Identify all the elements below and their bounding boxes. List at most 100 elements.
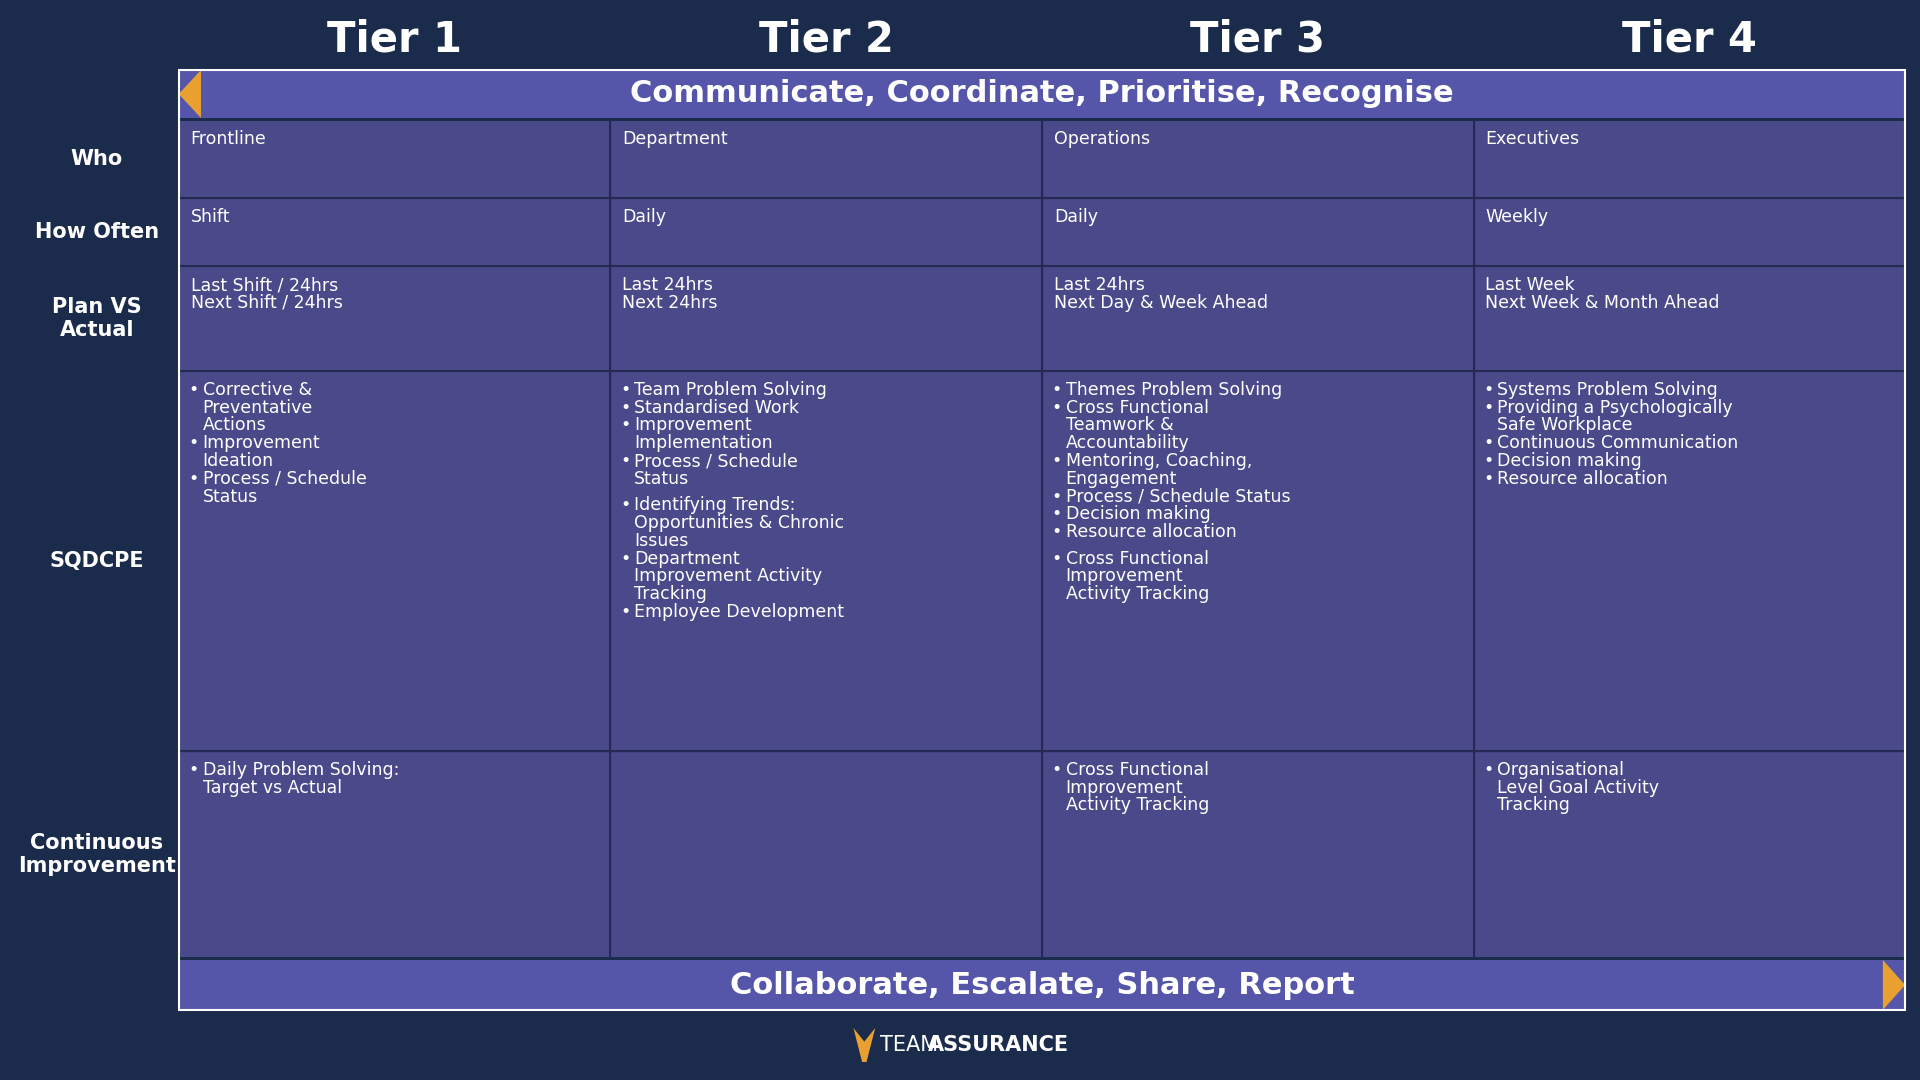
Text: •: • — [620, 381, 630, 399]
Bar — [1043, 752, 1473, 957]
Text: •: • — [1484, 470, 1494, 488]
Bar — [1475, 267, 1905, 370]
Text: •: • — [1052, 550, 1062, 567]
Text: Engagement: Engagement — [1066, 470, 1177, 488]
Text: Improvement Activity: Improvement Activity — [634, 567, 822, 585]
Polygon shape — [179, 70, 202, 118]
Text: Who: Who — [71, 149, 123, 168]
Text: •: • — [620, 417, 630, 434]
Bar — [1043, 121, 1473, 197]
Text: •: • — [1052, 761, 1062, 779]
Text: SQDCPE: SQDCPE — [50, 551, 144, 571]
Text: •: • — [620, 603, 630, 621]
Text: Improvement: Improvement — [1066, 779, 1183, 797]
Text: ASSURANCE: ASSURANCE — [927, 1035, 1069, 1055]
Bar — [180, 372, 609, 750]
Bar — [1043, 372, 1473, 750]
Text: Safe Workplace: Safe Workplace — [1498, 417, 1632, 434]
Text: •: • — [1052, 381, 1062, 399]
Text: •: • — [188, 761, 200, 779]
Text: TEAM: TEAM — [879, 1035, 939, 1055]
Text: Process / Schedule: Process / Schedule — [202, 470, 367, 488]
Text: •: • — [1484, 453, 1494, 470]
Text: •: • — [1052, 487, 1062, 505]
Text: Cross Functional: Cross Functional — [1066, 550, 1210, 567]
Text: Teamwork &: Teamwork & — [1066, 417, 1173, 434]
Text: Last Week: Last Week — [1486, 276, 1574, 294]
Text: Tracking: Tracking — [1498, 797, 1571, 814]
Text: Status: Status — [634, 470, 689, 488]
Text: Issues: Issues — [634, 531, 689, 550]
Text: Daily: Daily — [622, 208, 666, 226]
Text: Plan VS
Actual: Plan VS Actual — [52, 297, 142, 340]
Text: Opportunities & Chronic: Opportunities & Chronic — [634, 514, 845, 532]
Text: Activity Tracking: Activity Tracking — [1066, 585, 1210, 603]
Bar — [1475, 752, 1905, 957]
Text: Systems Problem Solving: Systems Problem Solving — [1498, 381, 1718, 399]
Text: Last 24hrs: Last 24hrs — [622, 276, 712, 294]
Text: Standardised Work: Standardised Work — [634, 399, 799, 417]
Text: Next 24hrs: Next 24hrs — [622, 294, 718, 312]
Text: Frontline: Frontline — [190, 130, 267, 148]
Text: Tier 1: Tier 1 — [326, 18, 463, 60]
Text: Process / Schedule: Process / Schedule — [634, 453, 799, 470]
Text: Preventative: Preventative — [202, 399, 313, 417]
Text: •: • — [188, 434, 200, 453]
Text: Tracking: Tracking — [634, 585, 707, 603]
Text: Level Goal Activity: Level Goal Activity — [1498, 779, 1659, 797]
Text: Shift: Shift — [190, 208, 230, 226]
Text: Employee Development: Employee Development — [634, 603, 845, 621]
Bar — [1475, 121, 1905, 197]
Text: •: • — [1484, 399, 1494, 417]
Text: Target vs Actual: Target vs Actual — [202, 779, 342, 797]
Text: Tier 3: Tier 3 — [1190, 18, 1325, 60]
Text: Tier 4: Tier 4 — [1622, 18, 1757, 60]
Bar — [1475, 199, 1905, 265]
Text: •: • — [1052, 523, 1062, 541]
Text: Operations: Operations — [1054, 130, 1150, 148]
Text: Process / Schedule Status: Process / Schedule Status — [1066, 487, 1290, 505]
Text: Decision making: Decision making — [1066, 505, 1210, 523]
Text: Tier 2: Tier 2 — [758, 18, 893, 60]
Text: •: • — [188, 381, 200, 399]
Text: Collaborate, Escalate, Share, Report: Collaborate, Escalate, Share, Report — [730, 971, 1354, 999]
Text: •: • — [620, 550, 630, 567]
Text: •: • — [620, 453, 630, 470]
Text: Next Day & Week Ahead: Next Day & Week Ahead — [1054, 294, 1267, 312]
Text: Daily: Daily — [1054, 208, 1098, 226]
Text: Themes Problem Solving: Themes Problem Solving — [1066, 381, 1283, 399]
Text: Continuous Communication: Continuous Communication — [1498, 434, 1740, 453]
Text: Last Shift / 24hrs: Last Shift / 24hrs — [190, 276, 338, 294]
Text: Department: Department — [622, 130, 728, 148]
Text: Last 24hrs: Last 24hrs — [1054, 276, 1144, 294]
Text: •: • — [620, 399, 630, 417]
Text: Department: Department — [634, 550, 739, 567]
Text: Weekly: Weekly — [1486, 208, 1549, 226]
Text: Team Problem Solving: Team Problem Solving — [634, 381, 828, 399]
Text: Providing a Psychologically: Providing a Psychologically — [1498, 399, 1734, 417]
Bar — [1043, 267, 1473, 370]
Text: Mentoring, Coaching,: Mentoring, Coaching, — [1066, 453, 1252, 470]
Text: Organisational: Organisational — [1498, 761, 1624, 779]
Text: Communicate, Coordinate, Prioritise, Recognise: Communicate, Coordinate, Prioritise, Rec… — [630, 80, 1453, 108]
Text: Implementation: Implementation — [634, 434, 772, 453]
Text: Executives: Executives — [1486, 130, 1580, 148]
Text: Next Week & Month Ahead: Next Week & Month Ahead — [1486, 294, 1720, 312]
Text: •: • — [620, 496, 630, 514]
Bar — [179, 70, 1905, 1010]
Bar — [1043, 199, 1473, 265]
Bar — [611, 372, 1041, 750]
Text: Resource allocation: Resource allocation — [1066, 523, 1236, 541]
Text: •: • — [1484, 381, 1494, 399]
Text: •: • — [1484, 761, 1494, 779]
Text: Cross Functional: Cross Functional — [1066, 399, 1210, 417]
Text: Accountability: Accountability — [1066, 434, 1190, 453]
Bar — [611, 121, 1041, 197]
Text: Identifying Trends:: Identifying Trends: — [634, 496, 795, 514]
Text: •: • — [1052, 505, 1062, 523]
Text: •: • — [1052, 453, 1062, 470]
Text: Corrective &: Corrective & — [202, 381, 311, 399]
Bar — [179, 70, 1905, 118]
Text: Improvement: Improvement — [1066, 567, 1183, 585]
Text: Actions: Actions — [202, 417, 267, 434]
